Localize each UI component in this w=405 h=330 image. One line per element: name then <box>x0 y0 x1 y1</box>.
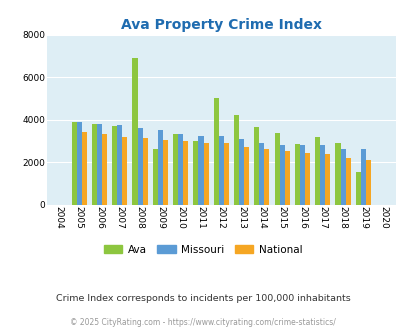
Bar <box>254 127 259 205</box>
Bar <box>299 145 304 205</box>
Bar <box>239 139 243 205</box>
Bar <box>102 135 107 205</box>
Bar <box>335 143 340 205</box>
Text: Crime Index corresponds to incidents per 100,000 inhabitants: Crime Index corresponds to incidents per… <box>55 294 350 303</box>
Text: © 2025 CityRating.com - https://www.cityrating.com/crime-statistics/: © 2025 CityRating.com - https://www.city… <box>70 318 335 327</box>
Bar <box>183 141 188 205</box>
Bar <box>340 149 345 205</box>
Bar <box>294 144 299 205</box>
Bar <box>97 124 102 205</box>
Bar <box>158 130 162 205</box>
Bar <box>243 147 249 205</box>
Bar <box>92 124 97 205</box>
Bar <box>112 126 117 205</box>
Bar <box>365 160 370 205</box>
Bar <box>142 138 147 205</box>
Bar <box>345 158 350 205</box>
Bar <box>178 135 183 205</box>
Bar <box>284 151 289 205</box>
Bar <box>152 149 158 205</box>
Bar <box>314 137 320 205</box>
Bar <box>264 149 269 205</box>
Bar <box>355 172 360 205</box>
Bar <box>132 58 137 205</box>
Bar <box>320 145 324 205</box>
Bar <box>203 143 208 205</box>
Bar <box>274 133 279 205</box>
Title: Ava Property Crime Index: Ava Property Crime Index <box>120 18 321 32</box>
Bar <box>198 136 203 205</box>
Bar <box>218 136 223 205</box>
Bar <box>213 98 218 205</box>
Bar <box>137 128 142 205</box>
Bar <box>233 115 239 205</box>
Bar <box>304 152 309 205</box>
Bar <box>279 145 284 205</box>
Bar <box>223 143 228 205</box>
Bar <box>71 122 77 205</box>
Bar <box>122 137 127 205</box>
Legend: Ava, Missouri, National: Ava, Missouri, National <box>99 241 306 259</box>
Bar <box>259 143 264 205</box>
Bar <box>117 125 122 205</box>
Bar <box>173 135 178 205</box>
Bar <box>81 132 87 205</box>
Bar <box>360 149 365 205</box>
Bar <box>193 141 198 205</box>
Bar <box>77 122 81 205</box>
Bar <box>324 153 330 205</box>
Bar <box>162 140 168 205</box>
